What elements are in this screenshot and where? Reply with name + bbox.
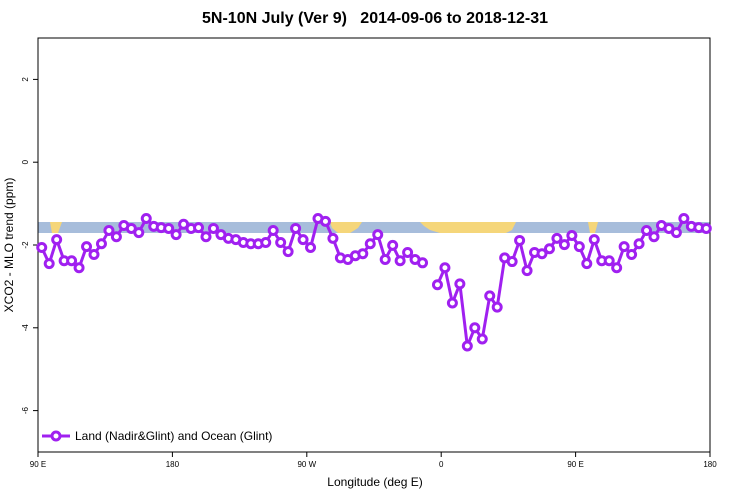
data-point: [163, 222, 175, 234]
data-point: [290, 222, 302, 234]
data-point: [394, 255, 406, 267]
data-point: [573, 241, 585, 253]
data-point: [506, 256, 518, 268]
land-patch: [588, 222, 598, 233]
data-point: [446, 297, 458, 309]
data-point: [521, 265, 533, 277]
data-point: [484, 290, 496, 302]
data-point: [364, 238, 376, 250]
data-point: [305, 241, 317, 253]
ocean-band: [38, 222, 710, 233]
data-point: [372, 229, 384, 241]
data-point: [193, 222, 205, 234]
data-point: [402, 246, 414, 258]
chart-title: 5N-10N July (Ver 9) 2014-09-06 to 2018-1…: [202, 10, 548, 27]
data-point: [648, 231, 660, 243]
data-point: [260, 237, 272, 249]
land-ocean-strip: [38, 222, 710, 233]
data-point: [207, 222, 219, 234]
data-point: [282, 246, 294, 258]
x-tick-label: 0: [439, 460, 444, 469]
data-point: [297, 234, 309, 246]
data-point: [51, 234, 63, 246]
data-point: [543, 243, 555, 255]
legend-marker: [50, 430, 62, 442]
data-point: [558, 239, 570, 251]
y-tick-label: 2: [21, 77, 30, 82]
legend-label: Land (Nadir&Glint) and Ocean (Glint): [75, 429, 272, 443]
x-tick-label: 90 W: [297, 460, 316, 469]
land-patch: [50, 222, 62, 233]
data-point: [327, 232, 339, 244]
y-tick-label: 0: [21, 159, 30, 164]
x-tick-label: 90 E: [30, 460, 46, 469]
data-point: [603, 255, 615, 267]
legend-box: [40, 425, 285, 449]
data-point: [618, 241, 630, 253]
data-point: [588, 234, 600, 246]
data-point: [551, 232, 563, 244]
data-point: [267, 225, 279, 237]
data-point: [36, 241, 48, 253]
y-axis-label: XCO2 - MLO trend (ppm): [2, 178, 16, 313]
data-point: [700, 222, 712, 234]
data-point: [670, 227, 682, 239]
data-point: [536, 248, 548, 260]
data-point: [95, 238, 107, 250]
data-point: [514, 234, 526, 246]
data-point: [88, 249, 100, 261]
x-tick-label: 180: [166, 460, 180, 469]
data-point: [387, 239, 399, 251]
data-point: [170, 229, 182, 241]
data-point: [103, 225, 115, 237]
y-tick-label: -4: [21, 324, 30, 332]
data-point: [476, 333, 488, 345]
land-patch: [420, 222, 516, 233]
x-tick-label: 180: [703, 460, 717, 469]
data-point: [379, 253, 391, 265]
data-point: [200, 231, 212, 243]
data-point: [566, 229, 578, 241]
data-point: [678, 213, 690, 225]
data-point: [140, 213, 152, 225]
data-point: [461, 340, 473, 352]
data-point: [626, 249, 638, 261]
data-point: [469, 322, 481, 334]
data-point: [275, 237, 287, 249]
data-point: [454, 278, 466, 290]
data-point: [611, 262, 623, 274]
data-point: [133, 227, 145, 239]
y-tick-label: -2: [21, 241, 30, 249]
data-point: [491, 301, 503, 313]
data-point: [431, 279, 443, 291]
data-point: [417, 257, 429, 269]
data-point: [641, 225, 653, 237]
land-patch: [330, 222, 362, 233]
data-point: [581, 258, 593, 270]
x-axis-label: Longitude (deg E): [327, 475, 422, 489]
data-point: [357, 248, 369, 260]
data-point: [110, 231, 122, 243]
x-tick-label: 90 E: [567, 460, 583, 469]
data-point: [439, 262, 451, 274]
data-point: [633, 238, 645, 250]
y-tick-label: -6: [21, 406, 30, 414]
data-point: [319, 215, 331, 227]
data-point: [66, 255, 78, 267]
data-point: [81, 241, 93, 253]
data-point: [43, 258, 55, 270]
data-point: [73, 262, 85, 274]
